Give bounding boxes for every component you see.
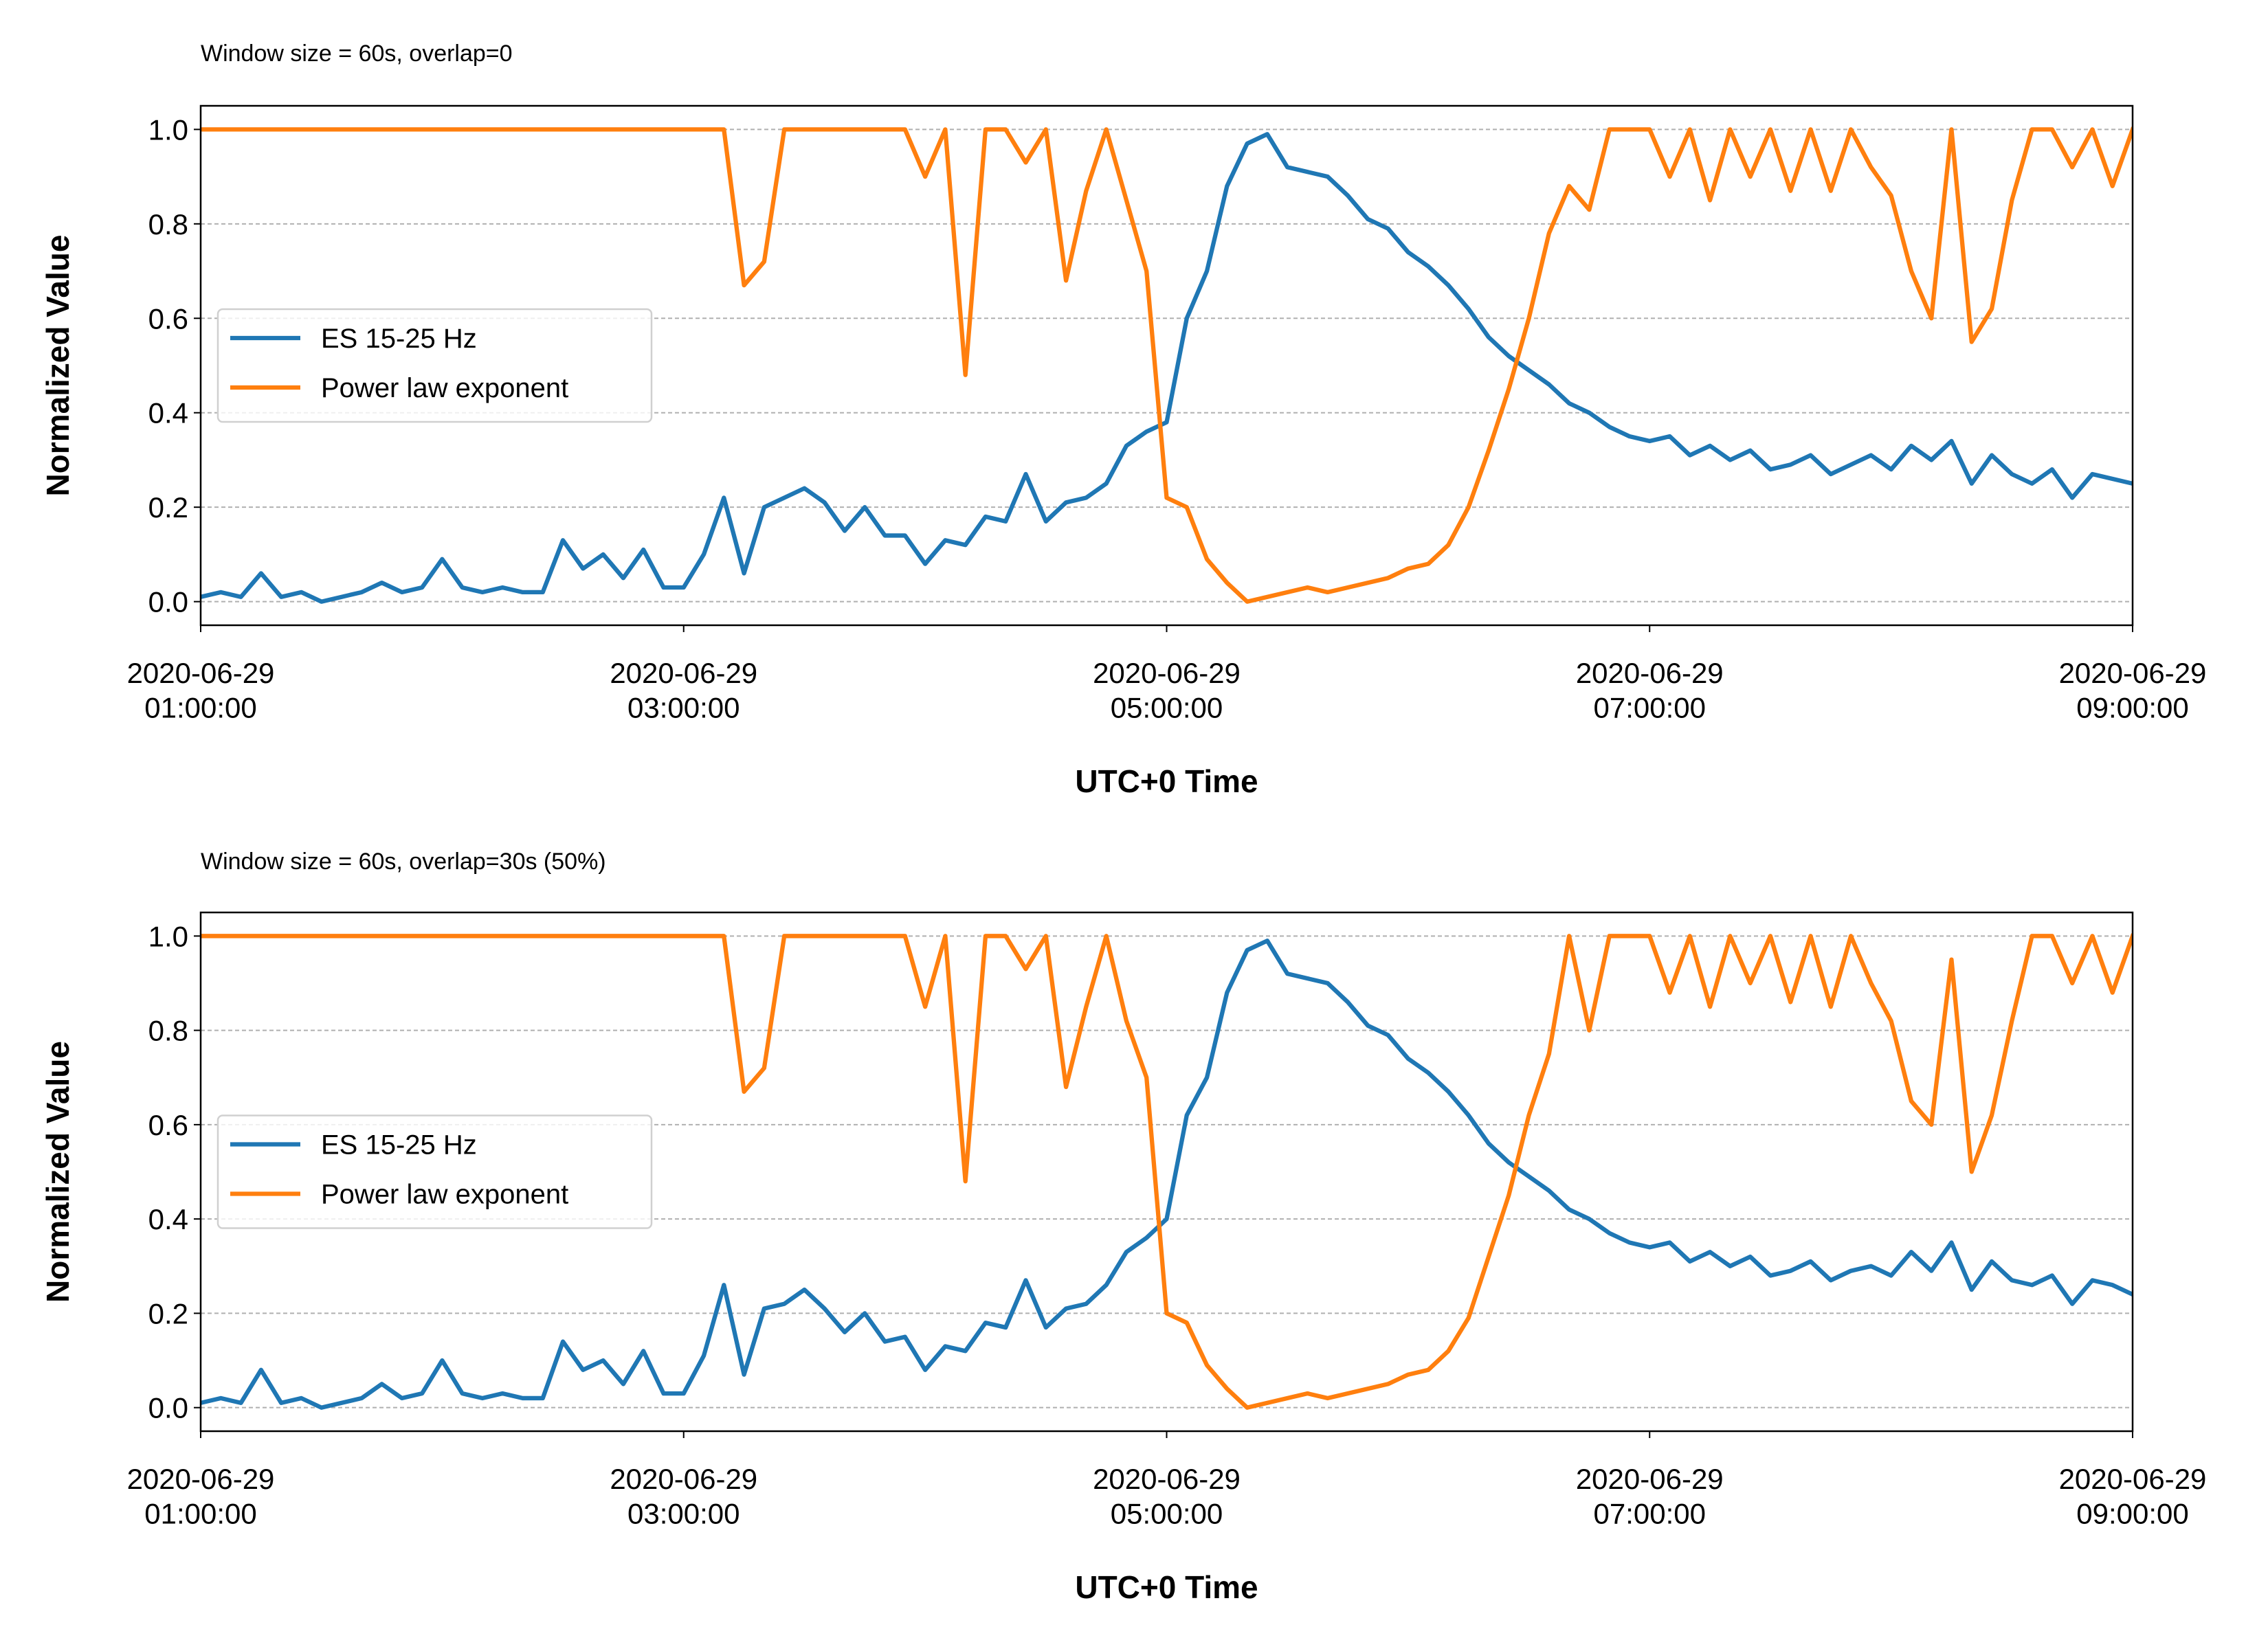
- series-line: [201, 126, 2133, 604]
- series-line: [201, 933, 2133, 1410]
- x-tick-label: 2020-06-29 09:00:00: [2059, 1463, 2207, 1529]
- axes-frame: [199, 911, 2134, 1433]
- legend-box: [216, 308, 653, 423]
- legend-label: ES 15-25 Hz: [321, 324, 477, 354]
- chart: Window size = 60s, overlap=0 0.0 0.2 0.4 0.6…: [40, 41, 2206, 799]
- legend-label: Power law exponent: [321, 1180, 568, 1210]
- y-tick-label: 0.0: [148, 586, 188, 618]
- x-tick-label: 2020-06-29 09:00:00: [2059, 657, 2207, 723]
- y-tick-label: 0.0: [148, 1392, 188, 1424]
- plot-area: [201, 126, 2133, 604]
- chart-title: Window size = 60s, overlap=0: [201, 41, 513, 67]
- legend-box: [216, 1114, 653, 1229]
- y-tick-label: 0.2: [148, 491, 188, 524]
- y-axis-label: Normalized Value: [40, 235, 76, 497]
- x-tick-label: 2020-06-29 01:00:00: [127, 1463, 275, 1529]
- y-tick-label: 0.4: [148, 1203, 188, 1235]
- chart: Window size = 60s, overlap=30s (50%) 0.0 0…: [40, 849, 2206, 1605]
- y-tick-label: 0.2: [148, 1297, 188, 1330]
- legend-label: ES 15-25 Hz: [321, 1130, 477, 1160]
- legend: ES 15-25 Hz Power law exponent: [216, 308, 653, 423]
- y-axis-label: Normalized Value: [40, 1041, 76, 1303]
- y-tick-label: 0.8: [148, 1015, 188, 1047]
- y-tick-label: 0.4: [148, 397, 188, 429]
- legend-label: Power law exponent: [321, 373, 568, 403]
- x-tick-label: 2020-06-29 03:00:00: [610, 1463, 757, 1529]
- x-tick-label: 2020-06-29 03:00:00: [610, 657, 757, 723]
- y-tick-label: 0.8: [148, 208, 188, 240]
- x-axis-label: UTC+0 Time: [1075, 1569, 1258, 1605]
- x-tick-label: 2020-06-29 05:00:00: [1093, 657, 1241, 723]
- legend: ES 15-25 Hz Power law exponent: [216, 1114, 653, 1229]
- series-line: [201, 939, 2133, 1410]
- y-tick-label: 0.6: [148, 1109, 188, 1141]
- y-tick-label: 0.6: [148, 302, 188, 335]
- plot-area: [201, 933, 2133, 1410]
- y-tick-label: 1.0: [148, 113, 188, 146]
- x-axis-label: UTC+0 Time: [1075, 763, 1258, 799]
- x-tick-label: 2020-06-29 07:00:00: [1576, 657, 1724, 723]
- axes-frame: [199, 104, 2134, 627]
- x-tick-label: 2020-06-29 07:00:00: [1576, 1463, 1724, 1529]
- y-tick-label: 1.0: [148, 920, 188, 952]
- chart-title: Window size = 60s, overlap=30s (50%): [201, 849, 606, 875]
- series-line: [201, 132, 2133, 604]
- x-tick-label: 2020-06-29 05:00:00: [1093, 1463, 1241, 1529]
- x-tick-label: 2020-06-29 01:00:00: [127, 657, 275, 723]
